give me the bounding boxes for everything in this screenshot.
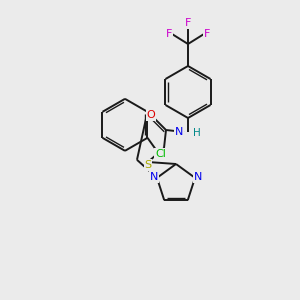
Text: N: N <box>175 127 183 137</box>
Text: F: F <box>204 29 210 39</box>
Text: F: F <box>185 18 191 28</box>
Text: F: F <box>166 29 172 39</box>
Text: O: O <box>147 110 155 120</box>
Text: N: N <box>150 172 158 182</box>
Text: S: S <box>144 160 152 170</box>
Text: Cl: Cl <box>155 149 166 159</box>
Text: H: H <box>193 128 201 138</box>
Text: N: N <box>194 172 202 182</box>
